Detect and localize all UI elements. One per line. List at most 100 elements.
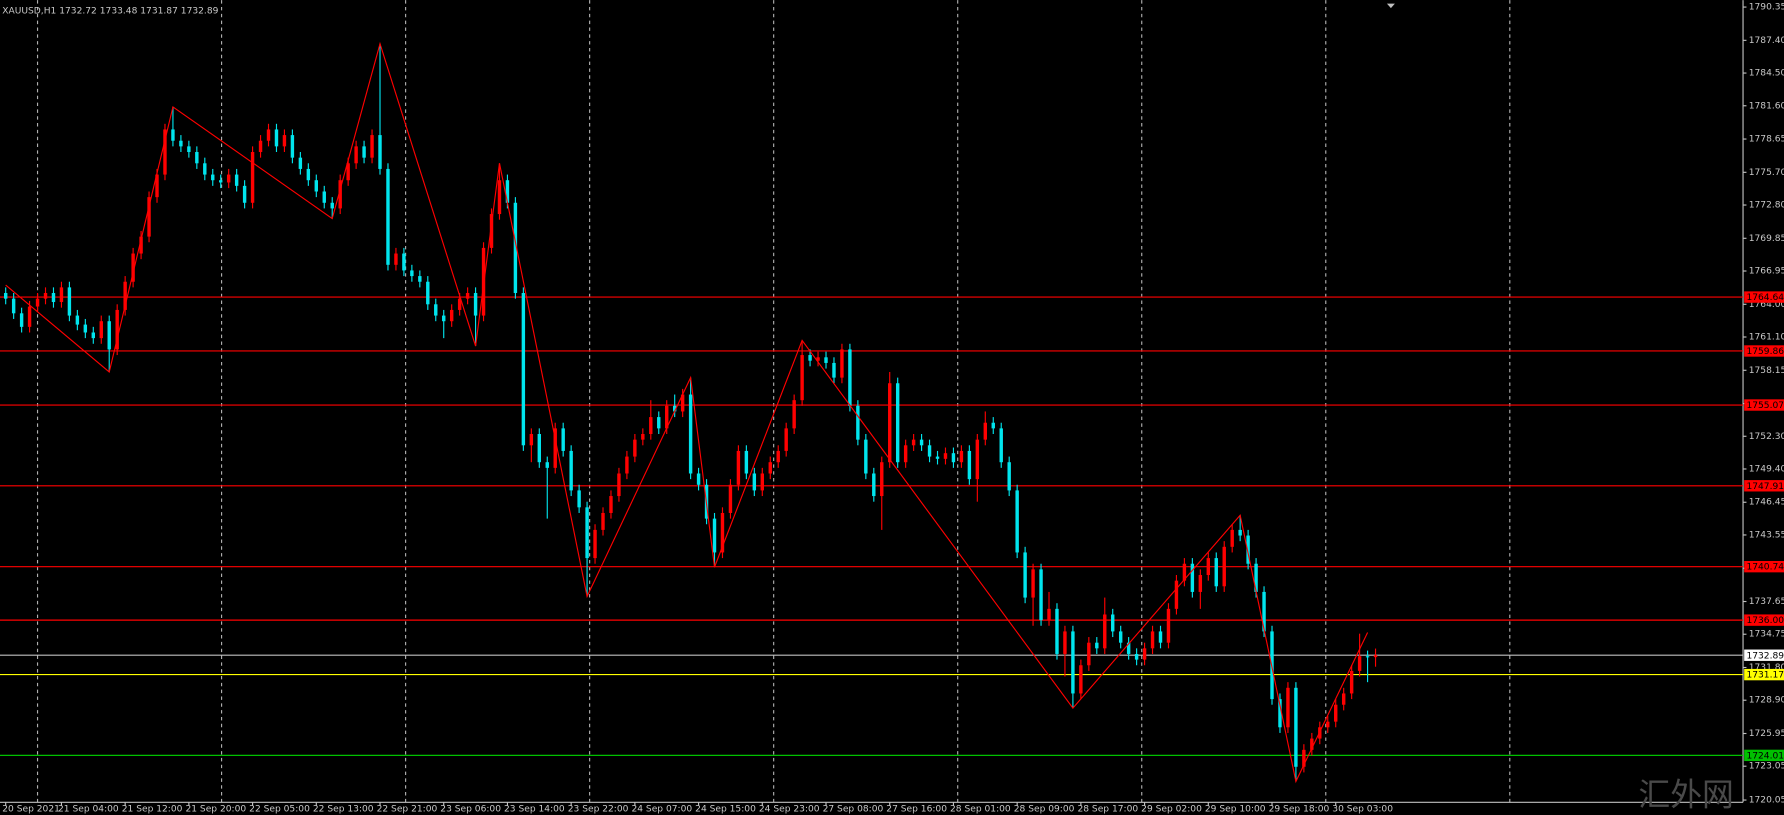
symbol: XAUUSD,H1 [2,6,56,16]
candle-body [1031,569,1035,598]
candle-body [203,163,207,175]
x-tick-label: 22 Sep 21:00 [377,805,438,815]
y-tick-label: 1781.60 [1749,101,1784,111]
candle-body [1142,648,1147,660]
x-tick-label: 30 Sep 03:00 [1332,805,1393,815]
y-tick-label: 1761.10 [1749,333,1784,343]
level-label-box [1744,291,1784,303]
y-tick-label: 1749.40 [1749,464,1784,474]
watermark: 汇外网 [1638,776,1734,814]
candle-body [187,146,191,153]
x-tick-label: 23 Sep 14:00 [504,805,565,815]
candle-body [991,422,995,429]
candle-body [1349,670,1354,694]
shift-marker [1386,3,1395,9]
ohlc-close: 1732.89 [181,6,219,16]
y-tick-label: 1790.35 [1749,3,1784,13]
candle-body [880,462,884,497]
candle-body [290,135,295,158]
y-tick-label: 1723.05 [1749,762,1784,772]
candle-body [625,456,629,474]
candle-body [99,321,103,339]
candle-body [250,152,255,203]
candle-body [394,253,398,265]
x-tick-label: 20 Sep 2021 [2,805,60,815]
candle-body [736,450,741,485]
candle-body [27,306,32,327]
level-label-box [1744,560,1784,573]
y-tick-label: 1764.00 [1749,300,1784,310]
candle-body [1373,655,1378,658]
candle-body [832,362,836,378]
y-tick-label: 1743.55 [1749,530,1784,540]
candle-body [1103,614,1107,649]
candle-body [872,473,876,497]
candle-body [848,349,852,406]
y-tick-label: 1728.90 [1749,696,1784,706]
candle-body [840,349,844,378]
candle-body [1055,608,1059,654]
candle-body [609,496,613,513]
level-label: 1740.74 [1746,563,1784,573]
candle-body [1118,631,1123,643]
candle-body [569,450,573,491]
x-tick-label: 27 Sep 08:00 [823,805,884,815]
candle-body [497,180,502,215]
candle-body [179,140,183,147]
candle-body [51,293,56,303]
candle-body [680,394,685,412]
candle-body [1015,490,1019,553]
candle-body [975,439,980,480]
candle-body [561,428,565,451]
candle-body [585,507,589,559]
x-tick-label: 28 Sep 01:00 [950,805,1011,815]
candle-body [131,253,135,282]
candle-body [545,462,549,468]
candle-body [959,450,964,463]
x-tick-label: 28 Sep 09:00 [1014,805,1075,815]
level-label: 1732.89 [1746,651,1784,661]
candle-body [1007,462,1011,491]
y-tick-label: 1731.80 [1749,663,1784,673]
candle-body [505,180,510,203]
candle-body [1341,693,1346,705]
level-label-box [1744,480,1784,492]
candle-body [720,512,725,553]
candle-body [617,473,621,497]
level-label-box [1744,614,1784,626]
candle-body [1302,749,1306,767]
candle-body [967,450,972,480]
level-label: 1731.17 [1746,671,1784,681]
candle-body [1254,563,1258,592]
candle-body [123,281,127,310]
candle-body [688,394,693,474]
candle-body [219,180,223,183]
y-tick-label: 1737.65 [1749,597,1784,607]
candle-body [3,293,8,299]
candle-body [139,236,143,254]
x-tick-label: 29 Sep 02:00 [1141,805,1202,815]
candle-body [537,434,542,463]
candle-body [760,473,765,491]
candle-body [489,214,494,248]
candle-body [457,298,462,310]
candle-body [1286,687,1290,728]
candle-body [752,473,757,491]
candle-body [641,434,645,440]
candle-body [672,405,677,412]
candle-body [266,129,271,141]
y-tick-label: 1766.95 [1749,267,1784,277]
candle-body [744,450,749,474]
candle-body [330,202,334,209]
candle-body [402,253,406,271]
candle-body [951,453,956,463]
level-label: 1736.00 [1746,616,1784,626]
candle-body [67,287,72,316]
y-tick-label: 1758.15 [1749,366,1784,376]
y-tick-label: 1769.85 [1749,234,1784,244]
candle-body [895,383,900,463]
candle-body [696,473,701,485]
